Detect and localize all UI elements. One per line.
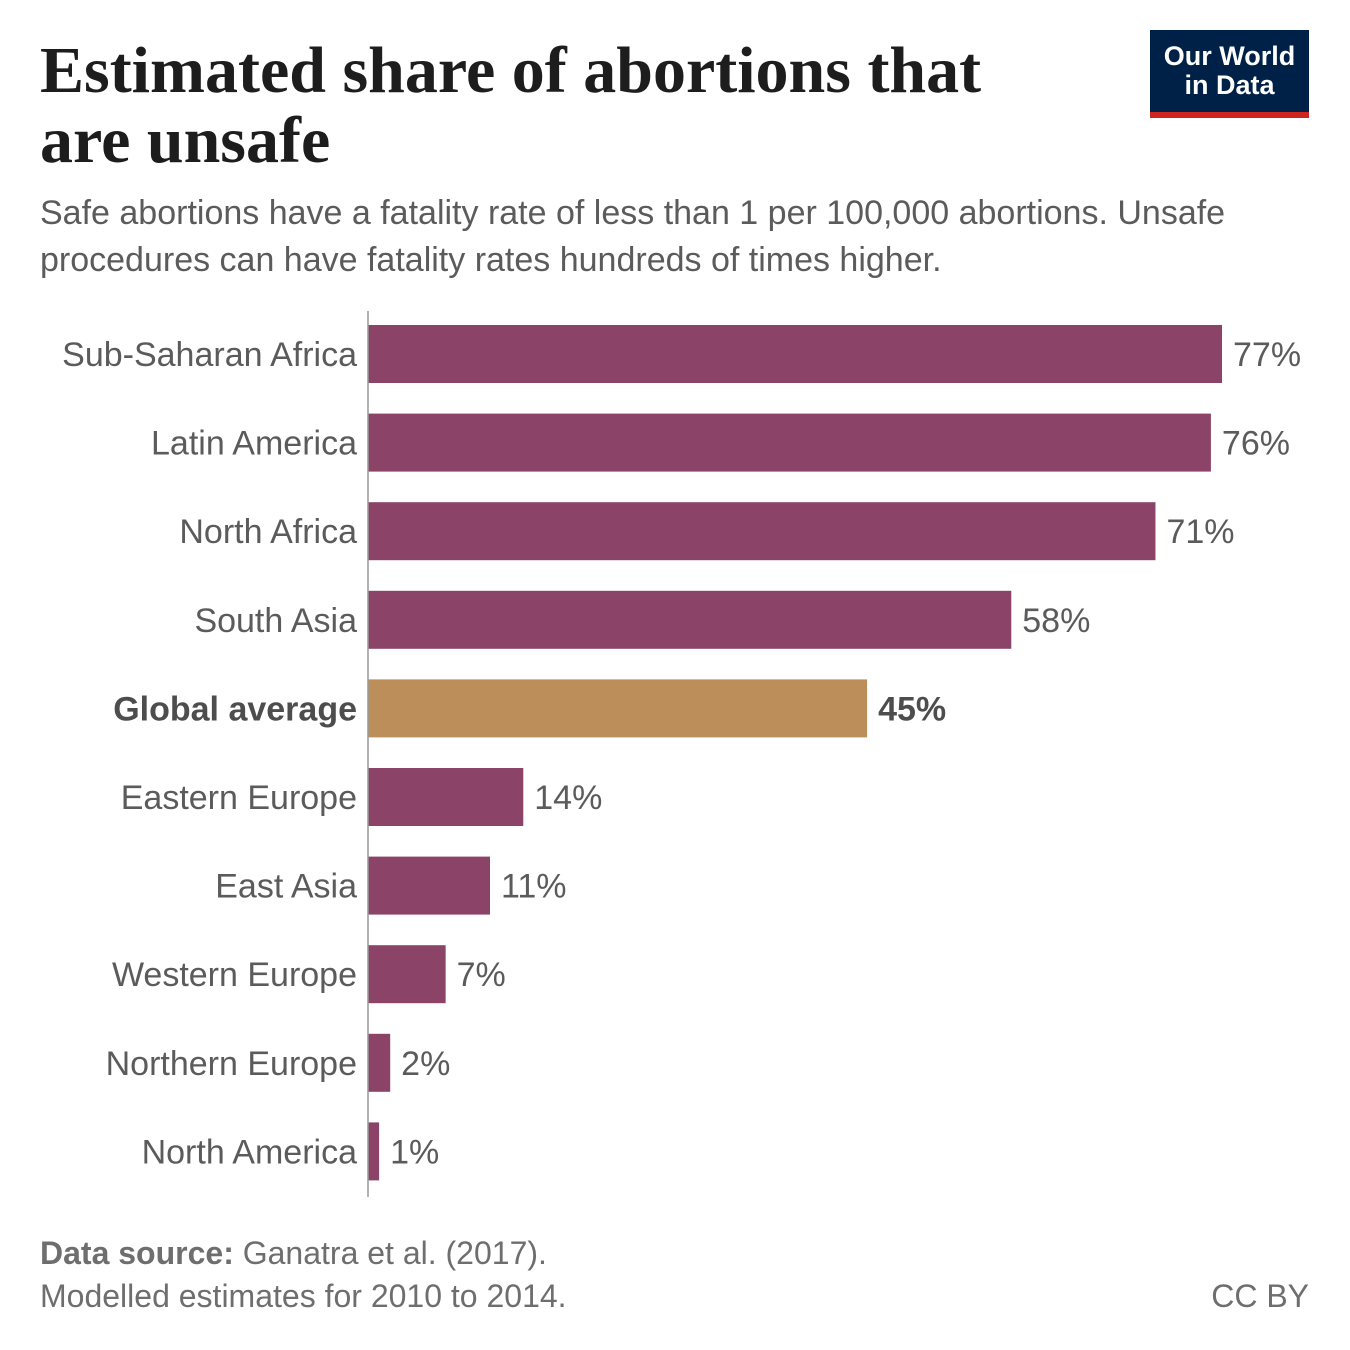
value-label: 14% xyxy=(534,779,602,817)
category-label: South Asia xyxy=(194,602,357,640)
bar xyxy=(368,679,868,738)
bar xyxy=(368,1033,391,1092)
category-label: Global average xyxy=(113,690,357,728)
footer-note: Modelled estimates for 2010 to 2014. xyxy=(40,1278,567,1314)
source-label: Data source: xyxy=(40,1235,234,1271)
value-label: 1% xyxy=(390,1133,439,1171)
logo-accent-bar xyxy=(1150,112,1309,118)
category-label: Sub-Saharan Africa xyxy=(62,336,357,374)
chart-title: Estimated share of abortions that are un… xyxy=(40,34,982,177)
logo-line-2: in Data xyxy=(1184,70,1275,100)
bar xyxy=(368,945,446,1004)
value-label: 77% xyxy=(1233,336,1301,374)
logo-line-1: Our World xyxy=(1163,41,1296,71)
value-label: 11% xyxy=(501,868,567,906)
bar xyxy=(368,325,1222,383)
bar xyxy=(368,856,490,915)
category-label: North America xyxy=(142,1133,357,1171)
value-label: 45% xyxy=(878,690,946,728)
value-label: 58% xyxy=(1022,602,1090,640)
value-label: 7% xyxy=(457,956,506,994)
value-label: 76% xyxy=(1222,425,1290,463)
bar xyxy=(368,413,1211,472)
category-label: East Asia xyxy=(215,868,357,906)
source-text: Ganatra et al. (2017). xyxy=(233,1235,547,1271)
category-label: Eastern Europe xyxy=(121,779,357,817)
bar xyxy=(368,590,1012,649)
bar xyxy=(368,502,1156,561)
footer: Data source: Ganatra et al. (2017). Mode… xyxy=(40,1232,567,1318)
category-label: Western Europe xyxy=(112,956,357,994)
bar xyxy=(368,768,524,826)
bar xyxy=(368,1122,380,1181)
category-label: North Africa xyxy=(179,513,357,551)
owid-logo[interactable]: Our World in Data xyxy=(1150,30,1309,118)
value-label: 71% xyxy=(1166,513,1234,551)
license[interactable]: CC BY xyxy=(1211,1278,1309,1314)
value-label: 2% xyxy=(401,1045,450,1083)
chart-subtitle: Safe abortions have a fatality rate of l… xyxy=(40,194,1226,279)
category-label: Latin America xyxy=(151,425,357,463)
category-label: Northern Europe xyxy=(106,1045,357,1083)
